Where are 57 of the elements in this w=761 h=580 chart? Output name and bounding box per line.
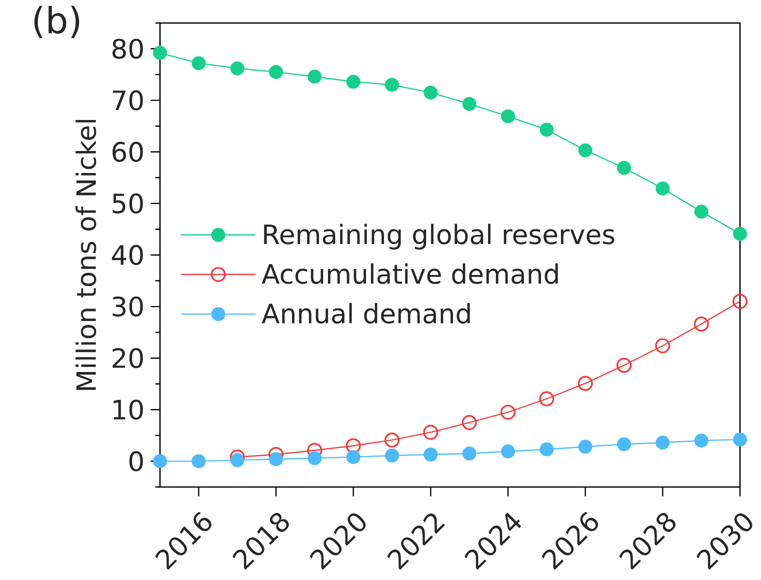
point (385, 78, 399, 92)
point (192, 454, 206, 468)
point (423, 424, 438, 440)
point (462, 415, 477, 430)
y-tick-label: 50 (112, 193, 143, 214)
y-tick-label: 70 (112, 90, 143, 110)
point (269, 452, 283, 466)
point (230, 453, 244, 468)
point (732, 432, 748, 447)
point (424, 448, 438, 462)
point (732, 294, 748, 309)
point (578, 143, 592, 158)
legend-label: Accumulative demand (262, 263, 558, 284)
point (308, 70, 322, 84)
point (385, 448, 399, 463)
point (462, 96, 476, 111)
point (616, 437, 632, 452)
legend-label: Annual demand (262, 302, 470, 324)
y-tick-label: 10 (114, 400, 143, 420)
point (656, 181, 670, 196)
point (346, 450, 360, 464)
point (578, 376, 593, 391)
point (616, 160, 632, 175)
point (308, 451, 322, 466)
y-tick-label: 30 (112, 296, 143, 317)
y-tick-label: 60 (112, 142, 143, 162)
y-tick-label: 20 (112, 348, 143, 368)
point (578, 440, 592, 454)
y-tick-label: 0 (129, 451, 143, 472)
chart-title: (b) (34, 6, 80, 38)
point (616, 358, 632, 373)
point (501, 444, 516, 458)
point (694, 434, 708, 448)
legend-label: Remaining global reserves (264, 224, 614, 250)
point (540, 442, 554, 456)
point (539, 391, 554, 406)
y-tick-label: 40 (112, 244, 143, 266)
point (153, 454, 167, 468)
y-axis-title: Million tons of Nickel (76, 120, 96, 390)
point (501, 109, 516, 124)
point (655, 338, 670, 354)
point (732, 226, 748, 241)
point (500, 404, 516, 420)
point (694, 204, 708, 219)
point (153, 46, 167, 60)
point (424, 86, 438, 100)
point (230, 61, 244, 76)
point (346, 438, 361, 454)
point (656, 436, 670, 450)
point (384, 432, 400, 448)
point (192, 56, 206, 70)
point (269, 64, 283, 79)
point (694, 316, 709, 332)
point (462, 446, 476, 460)
point (540, 122, 554, 137)
y-tick-label: 80 (112, 38, 143, 59)
point (346, 74, 360, 89)
